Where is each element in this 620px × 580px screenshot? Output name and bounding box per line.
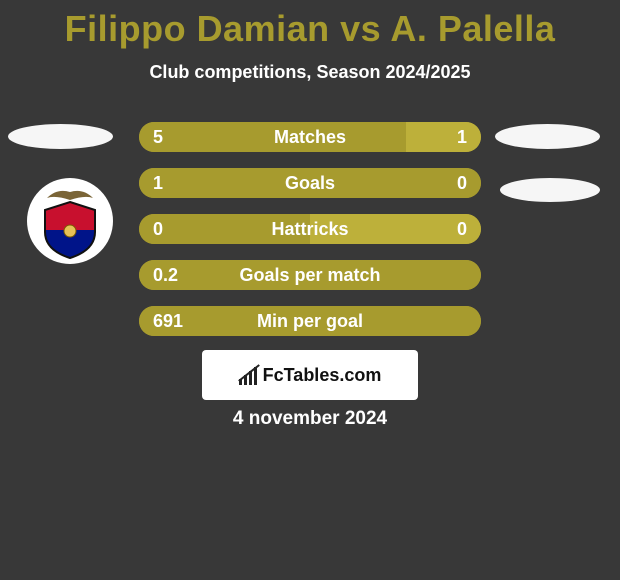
- stat-label: Goals per match: [239, 260, 380, 290]
- comparison-bars: 5 Matches 1 1 Goals 0 0 Hattricks 0 0.2 Goals per …: [139, 122, 481, 352]
- right-player-photo-placeholder-2: [500, 178, 600, 202]
- fctables-watermark: FcTables.com: [202, 350, 418, 400]
- stat-label: Goals: [285, 168, 335, 198]
- fctables-label: FcTables.com: [263, 365, 382, 386]
- stat-row-matches: 5 Matches 1: [139, 122, 481, 152]
- stat-row-hattricks: 0 Hattricks 0: [139, 214, 481, 244]
- date-label: 4 november 2024: [0, 408, 620, 430]
- stat-value-left: 691: [153, 306, 183, 336]
- stat-bar-left: [139, 122, 406, 152]
- stat-value-left: 0: [153, 214, 163, 244]
- stat-row-min-per-goal: 691 Min per goal: [139, 306, 481, 336]
- stat-value-right: 1: [457, 122, 467, 152]
- right-player-photo-placeholder-1: [495, 124, 600, 149]
- stat-value-right: 0: [457, 214, 467, 244]
- stat-value-left: 0.2: [153, 260, 178, 290]
- page-title: Filippo Damian vs A. Palella: [0, 0, 620, 50]
- stat-row-goals: 1 Goals 0: [139, 168, 481, 198]
- stat-value-left: 5: [153, 122, 163, 152]
- club-crest-svg: [27, 178, 113, 264]
- stat-value-left: 1: [153, 168, 163, 198]
- club-crest: [27, 178, 113, 264]
- stat-label: Min per goal: [257, 306, 363, 336]
- stat-label: Hattricks: [271, 214, 348, 244]
- stat-bar-right: [406, 122, 481, 152]
- left-player-photo-placeholder: [8, 124, 113, 149]
- stat-value-right: 0: [457, 168, 467, 198]
- subtitle: Club competitions, Season 2024/2025: [0, 62, 620, 83]
- stat-label: Matches: [274, 122, 346, 152]
- stat-row-goals-per-match: 0.2 Goals per match: [139, 260, 481, 290]
- fctables-icon: [239, 365, 257, 385]
